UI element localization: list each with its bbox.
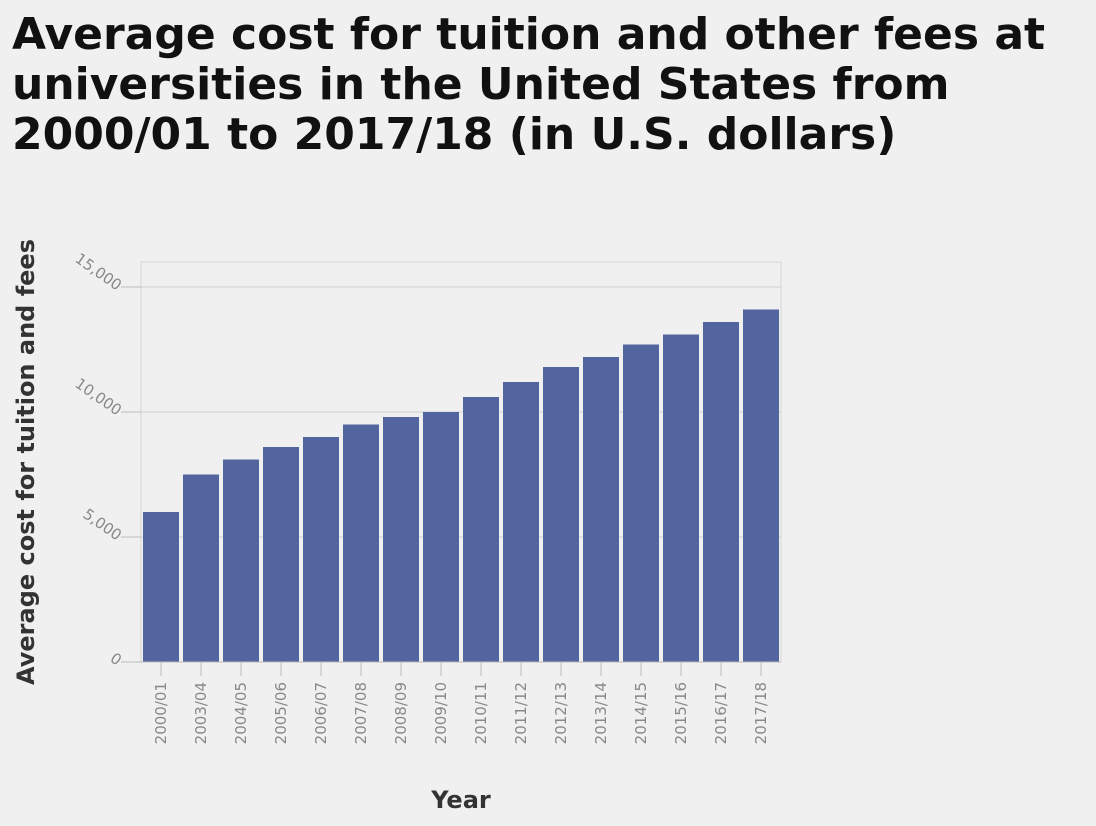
y-tick-label: 5,000 xyxy=(80,505,126,544)
bar-2011-12 xyxy=(503,382,539,662)
bar-2009-10 xyxy=(423,412,459,662)
bar-2006-07 xyxy=(303,437,339,662)
y-tick-label: 15,000 xyxy=(72,249,125,294)
x-tick-label: 2015/16 xyxy=(672,682,690,744)
x-tick-label: 2017/18 xyxy=(752,682,770,744)
bar-2014-15 xyxy=(623,344,659,662)
bar-2008-09 xyxy=(383,417,419,662)
bar-2012-13 xyxy=(543,367,579,662)
x-tick-label: 2006/07 xyxy=(312,682,330,744)
x-tick-label: 2003/04 xyxy=(192,682,210,744)
y-axis-ticks: 0 5,000 10,000 15,000 xyxy=(72,249,125,669)
bar-2016-17 xyxy=(703,322,739,662)
bar-2010-11 xyxy=(463,397,499,662)
y-tick-label: 10,000 xyxy=(72,374,125,419)
x-tick-label: 2004/05 xyxy=(232,682,250,744)
bar-2003-04 xyxy=(183,474,219,662)
x-tick-label: 2008/09 xyxy=(392,682,410,744)
x-tick-label: 2011/12 xyxy=(512,682,530,744)
x-axis-ticks: 2000/01 2003/04 2004/05 2005/06 2006/07 2007/… xyxy=(152,662,770,744)
bar-2004-05 xyxy=(223,459,259,662)
y-axis-title: Average cost for tuition and fees xyxy=(12,239,40,685)
bar-2000-01 xyxy=(143,512,179,662)
bars xyxy=(143,309,779,662)
bar-2005-06 xyxy=(263,447,299,662)
x-tick-label: 2009/10 xyxy=(432,682,450,744)
chart-title: Average cost for tuition and other fees … xyxy=(12,9,1046,160)
x-tick-label: 2014/15 xyxy=(632,682,650,744)
bar-2007-08 xyxy=(343,424,379,662)
bar-2017-18 xyxy=(743,309,779,662)
x-tick-label: 2000/01 xyxy=(152,682,170,744)
x-tick-label: 2007/08 xyxy=(352,682,370,744)
bar-2013-14 xyxy=(583,357,619,662)
x-axis-title: Year xyxy=(430,786,491,814)
x-tick-label: 2005/06 xyxy=(272,682,290,744)
x-tick-label: 2012/13 xyxy=(552,682,570,744)
x-tick-label: 2016/17 xyxy=(712,682,730,744)
bar-2015-16 xyxy=(663,334,699,662)
x-tick-label: 2013/14 xyxy=(592,682,610,744)
y-tick-label: 0 xyxy=(107,649,125,669)
x-tick-label: 2010/11 xyxy=(472,682,490,744)
